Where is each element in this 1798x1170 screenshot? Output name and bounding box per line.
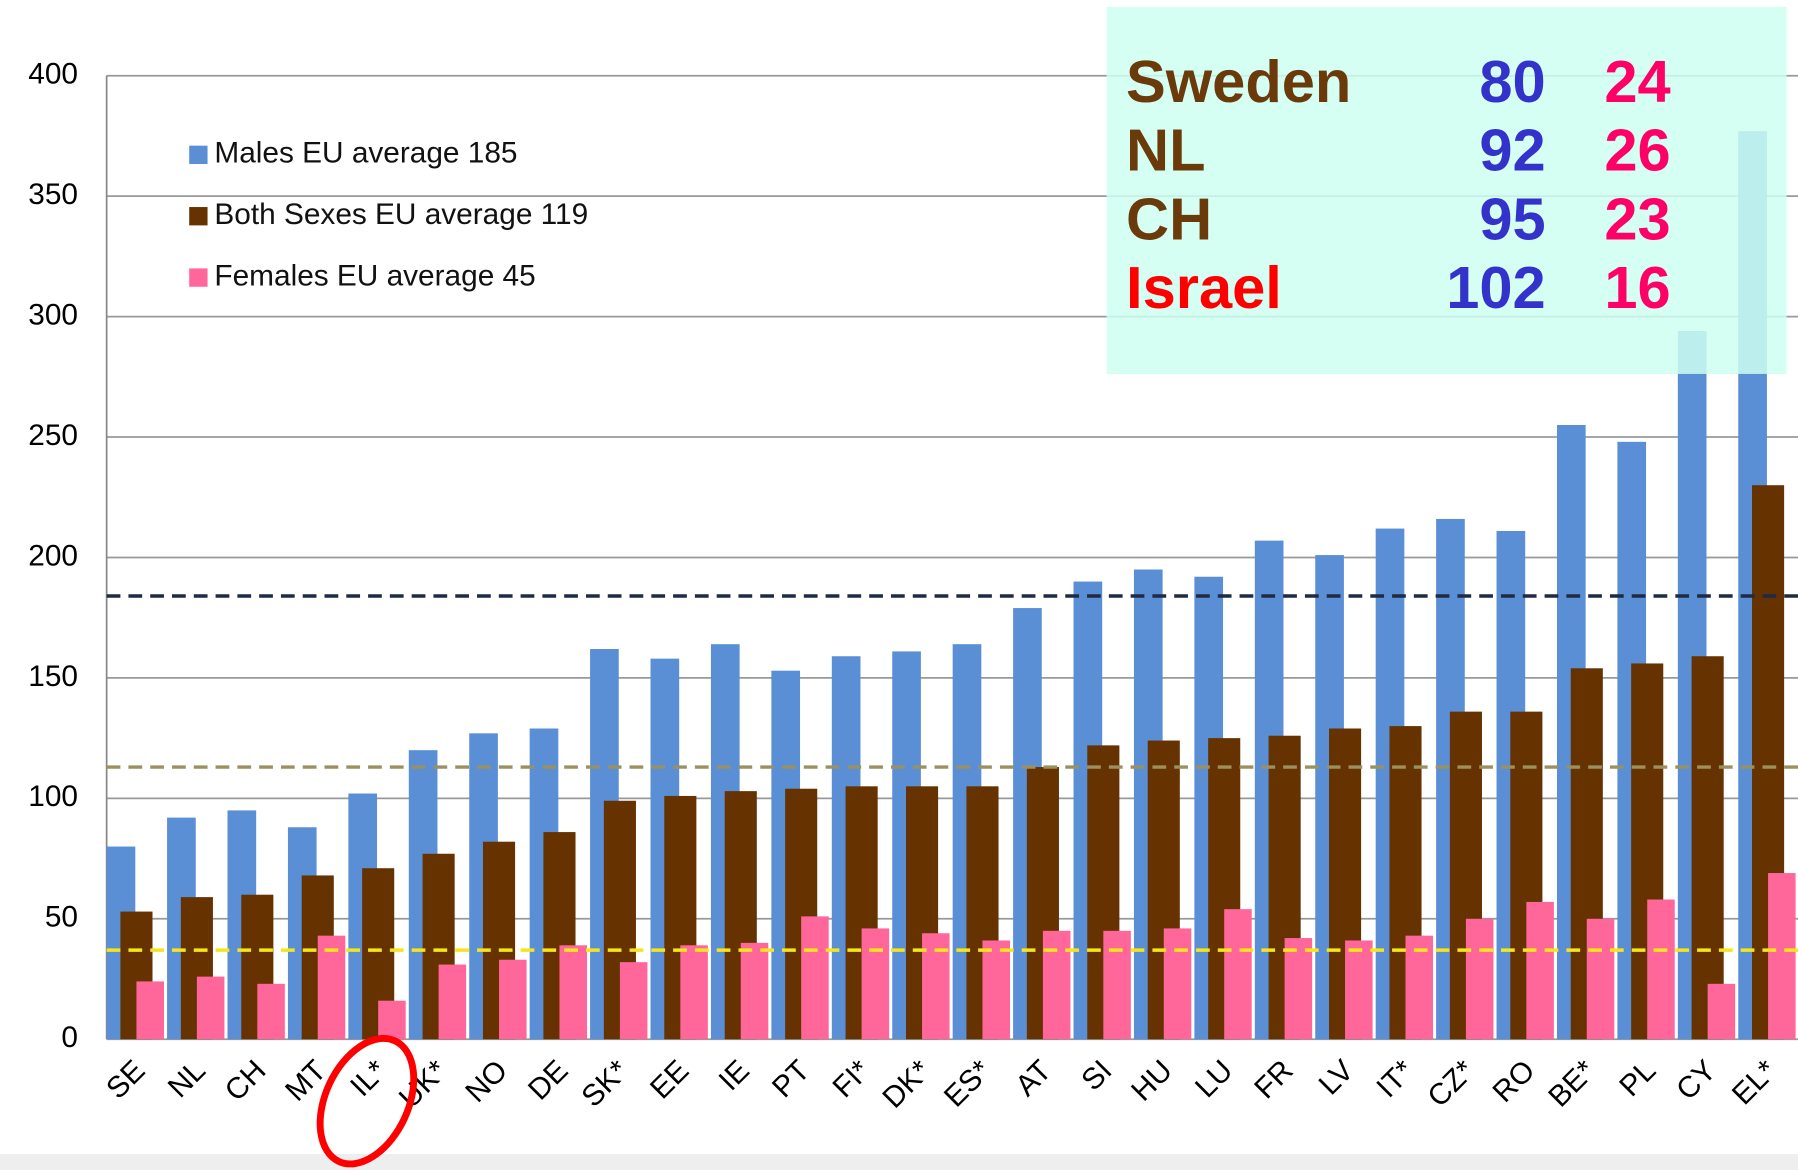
x-tick-label: DK* (876, 1054, 937, 1115)
legend-swatch (189, 268, 208, 287)
bar (1224, 909, 1252, 1040)
y-tick-label: 250 (28, 419, 78, 452)
y-tick-label: 50 (45, 901, 78, 934)
highlight-circle (316, 1034, 418, 1168)
inset-males: 92 (1479, 117, 1545, 184)
inset-females: 16 (1604, 254, 1670, 321)
x-tick-label: CH (219, 1054, 273, 1108)
bar (801, 916, 829, 1040)
x-tick-label: AT (1009, 1054, 1058, 1103)
x-tick-label: PT (766, 1054, 816, 1104)
bar (861, 928, 890, 1040)
bar (1405, 935, 1434, 1040)
inset-label: Sweden (1126, 48, 1351, 115)
bar (378, 1000, 406, 1040)
bar (740, 942, 769, 1040)
bar (317, 935, 346, 1040)
bar (619, 962, 648, 1040)
bar (982, 940, 1010, 1040)
bar (1284, 938, 1313, 1040)
legend-swatch (189, 145, 208, 165)
inset-females: 24 (1604, 48, 1670, 115)
x-tick-label: ES* (938, 1054, 998, 1114)
bar (1526, 901, 1554, 1040)
bar (1691, 656, 1724, 1040)
x-tick-label: HU (1125, 1054, 1179, 1108)
x-tick-label: LU (1189, 1054, 1239, 1104)
x-tick-label: FI* (826, 1054, 877, 1105)
x-tick-label: IE (713, 1054, 756, 1097)
legend-swatch (189, 207, 208, 226)
inset-box (1106, 6, 1787, 374)
bottom-strip (0, 1153, 1798, 1170)
inset-males: 80 (1479, 48, 1545, 115)
bar (1345, 940, 1373, 1040)
bar (559, 945, 587, 1040)
y-tick-label: 0 (61, 1021, 78, 1054)
bar (257, 983, 285, 1040)
y-tick-label: 200 (28, 539, 78, 572)
x-tick-label: DE (522, 1054, 575, 1107)
x-tick-label: RO (1487, 1054, 1542, 1109)
x-tick-label: FR (1248, 1054, 1299, 1105)
bar (136, 981, 164, 1040)
x-tick-label: SE (100, 1054, 151, 1105)
x-tick-label: EL* (1726, 1054, 1784, 1112)
bar (1647, 899, 1675, 1040)
bar (1768, 873, 1796, 1040)
legend-label: Both Sexes EU average 119 (214, 198, 588, 231)
bar (1707, 983, 1736, 1040)
bar (1042, 930, 1071, 1040)
bar (1163, 928, 1192, 1040)
bar (1103, 930, 1131, 1040)
bar (680, 945, 708, 1040)
y-tick-label: 400 (28, 58, 78, 91)
x-tick-label: IL* (344, 1054, 393, 1103)
y-tick-label: 150 (28, 660, 78, 693)
x-tick-label: PL (1613, 1054, 1662, 1103)
legend-label: Females EU average 45 (214, 259, 535, 292)
inset-label: CH (1126, 185, 1212, 252)
x-tick-label: UK* (393, 1054, 454, 1115)
bar (1586, 918, 1615, 1040)
x-tick-label: EE (644, 1054, 695, 1105)
x-tick-label: BE* (1542, 1054, 1602, 1114)
x-tick-label: CZ* (1421, 1054, 1481, 1114)
x-tick-label: NL (162, 1054, 212, 1104)
bar (438, 964, 467, 1040)
x-tick-label: SK* (575, 1054, 635, 1114)
bar (499, 959, 527, 1040)
inset-males: 95 (1479, 185, 1545, 252)
x-tick-label: CY (1670, 1054, 1723, 1107)
inset-females: 26 (1604, 117, 1670, 184)
bar (196, 976, 225, 1040)
y-tick-label: 350 (28, 178, 78, 211)
bar (1465, 918, 1494, 1040)
y-tick-label: 100 (28, 780, 78, 813)
y-tick-label: 300 (28, 298, 78, 331)
legend-label: Males EU average 185 (214, 137, 517, 170)
x-tick-label: LV (1313, 1054, 1361, 1102)
x-tick-label: NO (459, 1054, 514, 1109)
x-tick-label: SI (1075, 1054, 1118, 1097)
x-tick-label: IT* (1370, 1054, 1421, 1105)
inset-females: 23 (1604, 185, 1670, 252)
inset-males: 102 (1446, 254, 1545, 321)
inset-label: Israel (1126, 254, 1282, 321)
inset-label: NL (1126, 117, 1205, 184)
